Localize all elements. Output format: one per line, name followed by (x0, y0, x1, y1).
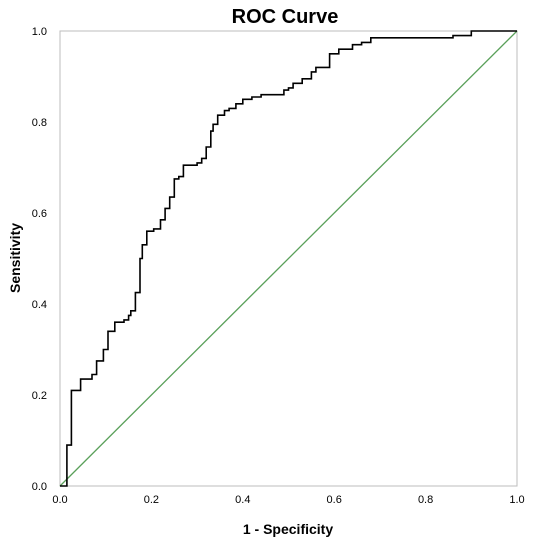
chart-title: ROC Curve (232, 6, 339, 28)
y-tick-label: 0.8 (32, 117, 47, 129)
x-axis-label: 1 - Specificity (243, 521, 333, 537)
y-tick-label: 0.2 (32, 390, 47, 402)
x-tick-label: 0.6 (327, 494, 342, 506)
series-layer (59, 30, 518, 487)
x-tick-label: 0.4 (235, 494, 250, 506)
x-tick-label: 0.2 (144, 494, 159, 506)
y-tick-label: 0.0 (32, 481, 47, 493)
x-tick-label: 0.8 (418, 494, 433, 506)
y-tick-label: 0.4 (32, 299, 47, 311)
x-tick-label: 1.0 (509, 494, 524, 506)
reference-diagonal-line (59, 30, 518, 487)
x-tick-label: 0.0 (52, 494, 67, 506)
y-axis-label: Sensitivity (7, 223, 23, 293)
y-tick-label: 1.0 (32, 26, 47, 38)
y-axis-ticks: 0.0 0.2 0.4 0.6 0.8 1.0 (32, 26, 47, 493)
x-axis-ticks: 0.0 0.2 0.4 0.6 0.8 1.0 (52, 494, 524, 506)
y-tick-label: 0.6 (32, 208, 47, 220)
roc-curve-line (60, 30, 517, 487)
